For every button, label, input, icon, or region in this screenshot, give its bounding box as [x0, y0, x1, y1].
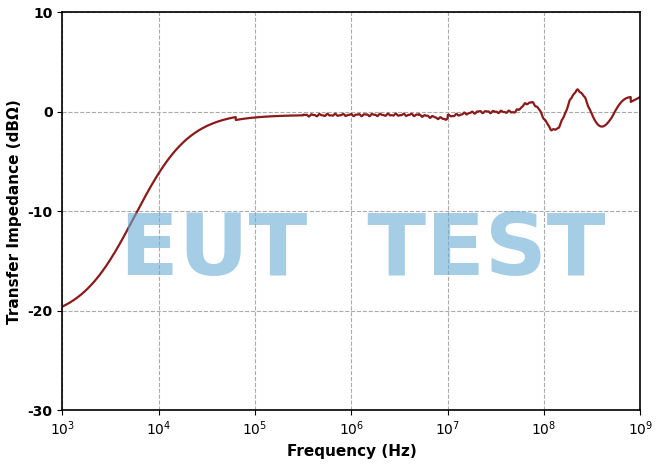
Y-axis label: Transfer Impedance (dBΩ): Transfer Impedance (dBΩ)	[7, 99, 22, 324]
Text: EUT  TEST: EUT TEST	[120, 210, 606, 293]
X-axis label: Frequency (Hz): Frequency (Hz)	[286, 444, 416, 459]
